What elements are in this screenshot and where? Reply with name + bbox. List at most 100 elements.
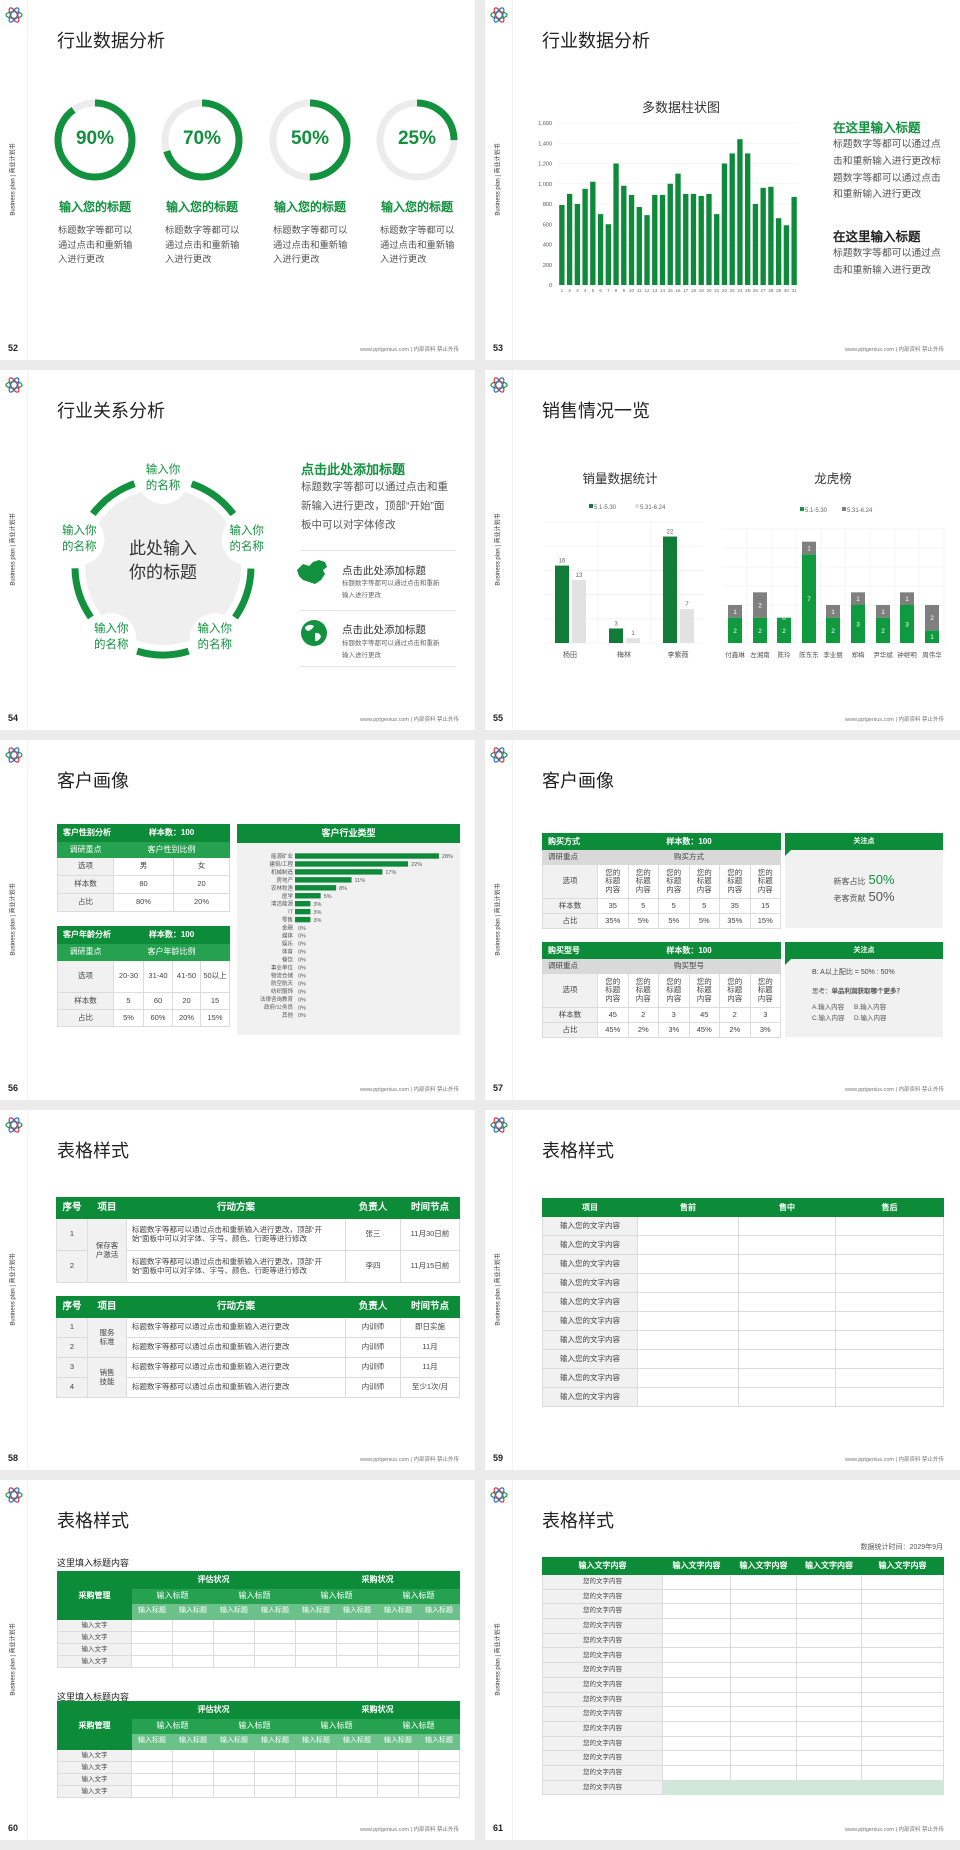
empty-cell[interactable]	[835, 1387, 944, 1407]
empty-cell[interactable]	[131, 1749, 173, 1762]
empty-cell[interactable]	[254, 1643, 296, 1656]
empty-cell[interactable]	[738, 1311, 836, 1331]
empty-cell[interactable]	[861, 1632, 944, 1649]
empty-cell[interactable]	[131, 1785, 173, 1798]
empty-cell[interactable]	[861, 1647, 944, 1664]
empty-cell[interactable]	[730, 1750, 797, 1766]
empty-cell[interactable]	[730, 1662, 797, 1678]
empty-cell[interactable]	[738, 1273, 836, 1293]
empty-cell[interactable]	[861, 1588, 944, 1605]
empty-cell[interactable]	[730, 1588, 797, 1605]
empty-cell[interactable]	[172, 1773, 214, 1786]
empty-cell[interactable]	[336, 1761, 378, 1774]
empty-cell[interactable]	[418, 1655, 460, 1668]
empty-cell[interactable]	[254, 1785, 296, 1798]
empty-cell[interactable]	[295, 1619, 337, 1632]
empty-cell[interactable]	[662, 1618, 731, 1634]
empty-cell[interactable]	[418, 1643, 460, 1656]
empty-cell[interactable]	[861, 1750, 944, 1766]
empty-cell[interactable]	[637, 1254, 739, 1274]
empty-cell[interactable]	[213, 1619, 255, 1632]
empty-cell[interactable]	[295, 1643, 337, 1656]
empty-cell[interactable]	[662, 1750, 731, 1766]
empty-cell[interactable]	[730, 1764, 797, 1781]
empty-cell[interactable]	[418, 1761, 460, 1774]
empty-cell[interactable]	[637, 1349, 739, 1369]
empty-cell[interactable]	[662, 1706, 731, 1722]
empty-cell[interactable]	[738, 1349, 836, 1369]
empty-cell[interactable]	[336, 1749, 378, 1762]
empty-cell[interactable]	[172, 1619, 214, 1632]
empty-cell[interactable]	[637, 1330, 739, 1350]
empty-cell[interactable]	[796, 1632, 862, 1649]
empty-cell[interactable]	[861, 1603, 944, 1620]
empty-cell[interactable]	[835, 1273, 944, 1293]
empty-cell[interactable]	[730, 1574, 797, 1590]
empty-cell[interactable]	[738, 1235, 836, 1255]
empty-cell[interactable]	[377, 1785, 419, 1798]
empty-cell[interactable]	[662, 1588, 731, 1605]
empty-cell[interactable]	[835, 1349, 944, 1369]
empty-cell[interactable]	[861, 1706, 944, 1722]
empty-cell[interactable]	[377, 1749, 419, 1762]
empty-cell[interactable]	[637, 1311, 739, 1331]
empty-cell[interactable]	[662, 1647, 731, 1664]
empty-cell[interactable]	[796, 1706, 862, 1722]
empty-cell[interactable]	[336, 1643, 378, 1656]
empty-cell[interactable]	[730, 1647, 797, 1664]
empty-cell[interactable]	[172, 1749, 214, 1762]
empty-cell[interactable]	[254, 1655, 296, 1668]
empty-cell[interactable]	[295, 1749, 337, 1762]
empty-cell[interactable]	[662, 1691, 731, 1708]
empty-cell[interactable]	[131, 1655, 173, 1668]
empty-cell[interactable]	[861, 1735, 944, 1752]
empty-cell[interactable]	[662, 1574, 731, 1590]
empty-cell[interactable]	[662, 1720, 731, 1737]
empty-cell[interactable]	[662, 1676, 731, 1693]
empty-cell[interactable]	[377, 1761, 419, 1774]
empty-cell[interactable]	[835, 1292, 944, 1312]
empty-cell[interactable]	[131, 1631, 173, 1644]
empty-cell[interactable]	[336, 1773, 378, 1786]
empty-cell[interactable]	[637, 1273, 739, 1293]
empty-cell[interactable]	[131, 1761, 173, 1774]
empty-cell[interactable]	[131, 1643, 173, 1656]
empty-cell[interactable]	[662, 1603, 731, 1620]
empty-cell[interactable]	[730, 1603, 797, 1620]
empty-cell[interactable]	[418, 1773, 460, 1786]
empty-cell[interactable]	[796, 1574, 862, 1590]
empty-cell[interactable]	[796, 1676, 862, 1693]
empty-cell[interactable]	[336, 1785, 378, 1798]
empty-cell[interactable]	[738, 1216, 836, 1236]
empty-cell[interactable]	[738, 1387, 836, 1407]
empty-cell[interactable]	[254, 1619, 296, 1632]
empty-cell[interactable]	[377, 1655, 419, 1668]
empty-cell[interactable]	[377, 1773, 419, 1786]
empty-cell[interactable]	[254, 1631, 296, 1644]
empty-cell[interactable]	[172, 1631, 214, 1644]
empty-cell[interactable]	[738, 1368, 836, 1388]
empty-cell[interactable]	[835, 1311, 944, 1331]
empty-cell[interactable]	[213, 1785, 255, 1798]
empty-cell[interactable]	[861, 1720, 944, 1737]
empty-cell[interactable]	[295, 1773, 337, 1786]
empty-cell[interactable]	[730, 1720, 797, 1737]
empty-cell[interactable]	[730, 1676, 797, 1693]
empty-cell[interactable]	[796, 1647, 862, 1664]
empty-cell[interactable]	[796, 1691, 862, 1708]
empty-cell[interactable]	[796, 1603, 862, 1620]
empty-cell[interactable]	[835, 1254, 944, 1274]
empty-cell[interactable]	[377, 1643, 419, 1656]
empty-cell[interactable]	[336, 1619, 378, 1632]
empty-cell[interactable]	[738, 1330, 836, 1350]
empty-cell[interactable]	[213, 1749, 255, 1762]
empty-cell[interactable]	[662, 1662, 731, 1678]
empty-cell[interactable]	[861, 1691, 944, 1708]
empty-cell[interactable]	[796, 1662, 862, 1678]
empty-cell[interactable]	[662, 1735, 731, 1752]
empty-cell[interactable]	[835, 1235, 944, 1255]
empty-cell[interactable]	[336, 1631, 378, 1644]
empty-cell[interactable]	[861, 1676, 944, 1693]
empty-cell[interactable]	[637, 1235, 739, 1255]
empty-cell[interactable]	[730, 1735, 797, 1752]
